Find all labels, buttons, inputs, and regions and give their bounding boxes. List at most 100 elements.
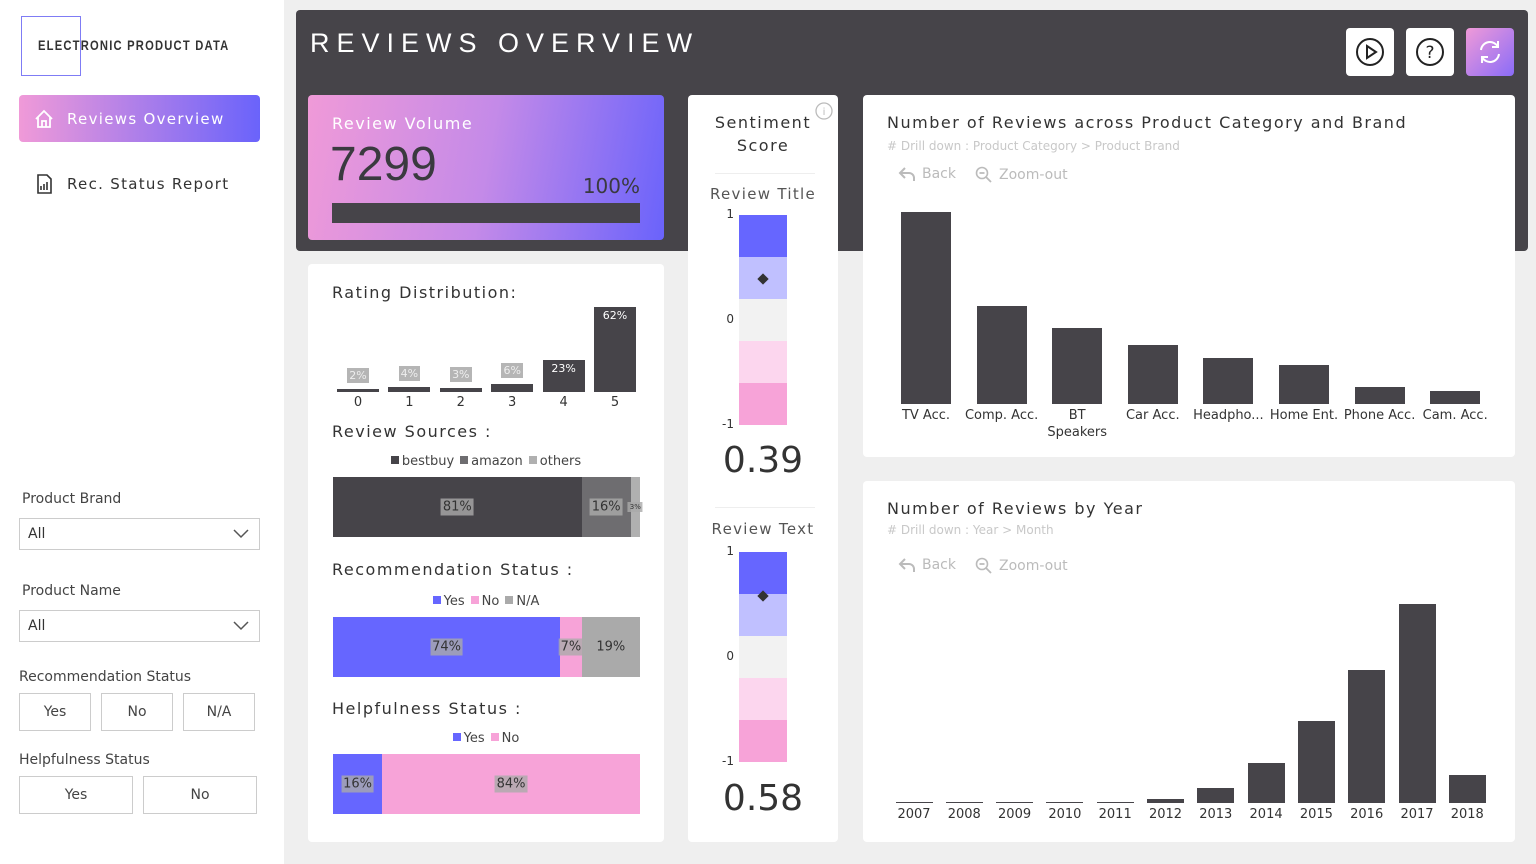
zoom-out-label: Zoom-out: [999, 558, 1068, 574]
help-icon: ?: [1416, 38, 1444, 66]
recommendation-legend: Yes No N/A: [308, 594, 664, 609]
recommendation-title: Recommendation Status :: [332, 560, 574, 579]
rating-axis-label: 3: [508, 395, 517, 410]
review-volume-percent: 100%: [582, 174, 640, 198]
play-icon: [1356, 38, 1384, 66]
divider: [715, 173, 815, 174]
chart-bar: [1279, 364, 1329, 404]
logo-frame: [21, 16, 81, 76]
category-chart-card: Number of Reviews across Product Categor…: [863, 95, 1515, 457]
helpfulness-title: Helpfulness Status :: [332, 699, 522, 718]
sources-title: Review Sources :: [332, 422, 492, 441]
legend-label: N/A: [516, 594, 540, 609]
rating-data-label: 23%: [551, 362, 576, 376]
refresh-button[interactable]: [1466, 28, 1514, 76]
bar-segment: 19%: [581, 617, 640, 677]
review-text-label: Review Text: [711, 520, 815, 538]
axis-label: 2017: [1400, 807, 1434, 822]
sentiment-title-1: Sentiment: [714, 113, 812, 132]
legend-label: No: [481, 594, 500, 609]
help-no-button[interactable]: No: [143, 776, 257, 814]
sentiment-band: [739, 552, 787, 594]
sentiment-band: [739, 383, 787, 425]
product-name-dropdown[interactable]: All: [19, 610, 260, 642]
legend-label: bestbuy: [401, 454, 455, 469]
bar-segment: 74%: [333, 617, 561, 677]
zoom-out-button[interactable]: Zoom-out: [975, 557, 1068, 575]
product-brand-dropdown[interactable]: All: [19, 518, 260, 550]
helpfulness-status-label: Helpfulness Status: [19, 752, 150, 768]
refresh-icon: [1480, 41, 1500, 63]
page-title: REVIEWS OVERVIEW: [310, 28, 700, 58]
legend-label: No: [501, 731, 520, 746]
legend-item: others: [528, 454, 581, 469]
legend-item: N/A: [505, 594, 539, 609]
rating-chart: 2% 0 4% 1 3% 2 6% 3 23% 4 62% 5: [308, 264, 664, 414]
chart-bar: [1354, 387, 1405, 404]
bar-segment: 16%: [581, 477, 631, 537]
legend-label: amazon: [471, 454, 523, 469]
axis-label: TV Acc.: [901, 408, 951, 423]
nav-rec-status-report[interactable]: Rec. Status Report: [19, 160, 260, 207]
rating-bar: [337, 389, 379, 392]
zoom-out-button[interactable]: Zoom-out: [975, 166, 1068, 184]
play-button[interactable]: [1346, 28, 1394, 76]
rec-no-button[interactable]: No: [101, 693, 173, 731]
rating-data-label: 62%: [602, 309, 628, 323]
review-text-gauge: 1 0 -1: [688, 544, 838, 768]
svg-text:?: ?: [1425, 43, 1434, 63]
chart-bar: [895, 802, 933, 803]
sentiment-band: [739, 215, 787, 257]
review-title-label: Review Title: [709, 185, 817, 203]
dropdown-value: All: [28, 618, 46, 634]
chart-bar: [1203, 358, 1254, 404]
sentiment-band: [739, 299, 787, 341]
axis-label: Cam. Acc.: [1422, 408, 1488, 423]
rating-card: Rating Distribution: 2% 0 4% 1 3% 2 6% 3 23% 4 62%…: [308, 264, 664, 842]
nav-reviews-overview[interactable]: Reviews Overview: [19, 95, 260, 142]
gauge-axis-label: 1: [726, 544, 734, 558]
back-arrow-icon: [898, 167, 915, 181]
axis-label: 2007: [897, 807, 931, 822]
axis-label: 2016: [1350, 807, 1384, 822]
rec-yes-button[interactable]: Yes: [19, 693, 91, 731]
chart-bar: [1297, 720, 1335, 803]
axis-label: 2015: [1299, 807, 1333, 822]
rating-data-label: 4%: [398, 365, 421, 381]
volume-progress-fill: [332, 203, 640, 223]
chart-bar: [1197, 788, 1235, 803]
axis-label: Phone Acc.: [1343, 408, 1416, 423]
bar-segment: 7%: [558, 617, 584, 677]
gauge-axis-label: 1: [726, 207, 734, 221]
review-title-score: 0.39: [722, 440, 804, 481]
recommendation-status-label: Recommendation Status: [19, 669, 192, 685]
chart-bar: [1127, 344, 1178, 404]
bar-segment: 84%: [382, 754, 640, 814]
chart-bar: [1430, 390, 1481, 404]
rating-axis-label: 1: [405, 395, 414, 410]
rating-bar: [542, 360, 585, 392]
chart-bar: [1398, 604, 1436, 803]
chart-bar: [1348, 669, 1386, 803]
gauge-axis-label: -1: [722, 417, 734, 431]
gauge-axis-label: -1: [722, 754, 734, 768]
chart-bar: [1046, 802, 1084, 803]
help-yes-button[interactable]: Yes: [19, 776, 133, 814]
sidebar: ELECTRONIC PRODUCT DATA Reviews Overview…: [0, 0, 284, 864]
back-label: Back: [922, 166, 956, 182]
chart-bar: [945, 802, 983, 803]
bar-segment: 16%: [333, 754, 383, 814]
legend-item: bestbuy: [390, 454, 455, 469]
info-icon[interactable]: i: [814, 101, 834, 121]
chart-subtitle: # Drill down : Year > Month: [887, 523, 1054, 537]
rec-na-button[interactable]: N/A: [183, 693, 255, 731]
help-button[interactable]: ?: [1406, 28, 1454, 76]
axis-label: 2014: [1249, 807, 1283, 822]
rating-title: Rating Distribution:: [332, 283, 518, 302]
back-button[interactable]: Back: [898, 557, 956, 573]
review-volume-value: 7299: [330, 138, 437, 191]
back-button[interactable]: Back: [898, 166, 956, 182]
rating-bar: [439, 387, 482, 392]
chart-bar: [996, 802, 1034, 803]
sources-bar: 81% 16% 3%: [333, 477, 643, 537]
